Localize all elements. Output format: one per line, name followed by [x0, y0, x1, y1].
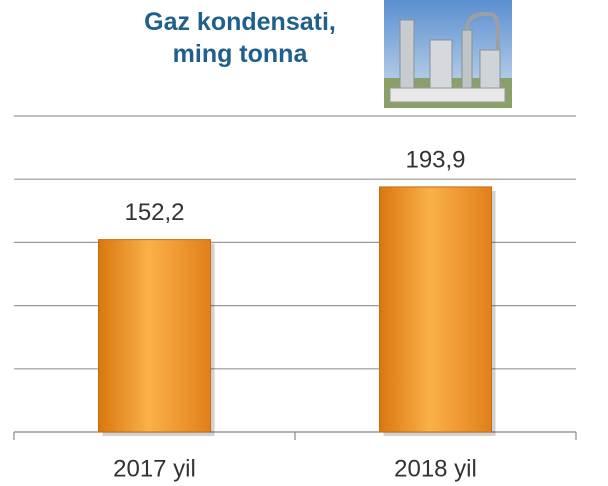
value-label: 152,2: [124, 199, 184, 226]
x-tick-label: 2018 yil: [394, 455, 477, 482]
page: 2017 yil 152,2 2018 yil 193,9 Gaz kondensat…: [0, 0, 608, 486]
x-tick-label: 2017 yil: [113, 455, 196, 482]
value-label: 193,9: [405, 146, 465, 173]
bar: [380, 187, 492, 432]
chart-title: Gaz kondensati, ming tonna: [100, 6, 380, 70]
chart: 2017 yil 152,2 2018 yil 193,9: [0, 0, 608, 486]
plant-photo: [384, 0, 512, 108]
bar: [99, 240, 211, 432]
